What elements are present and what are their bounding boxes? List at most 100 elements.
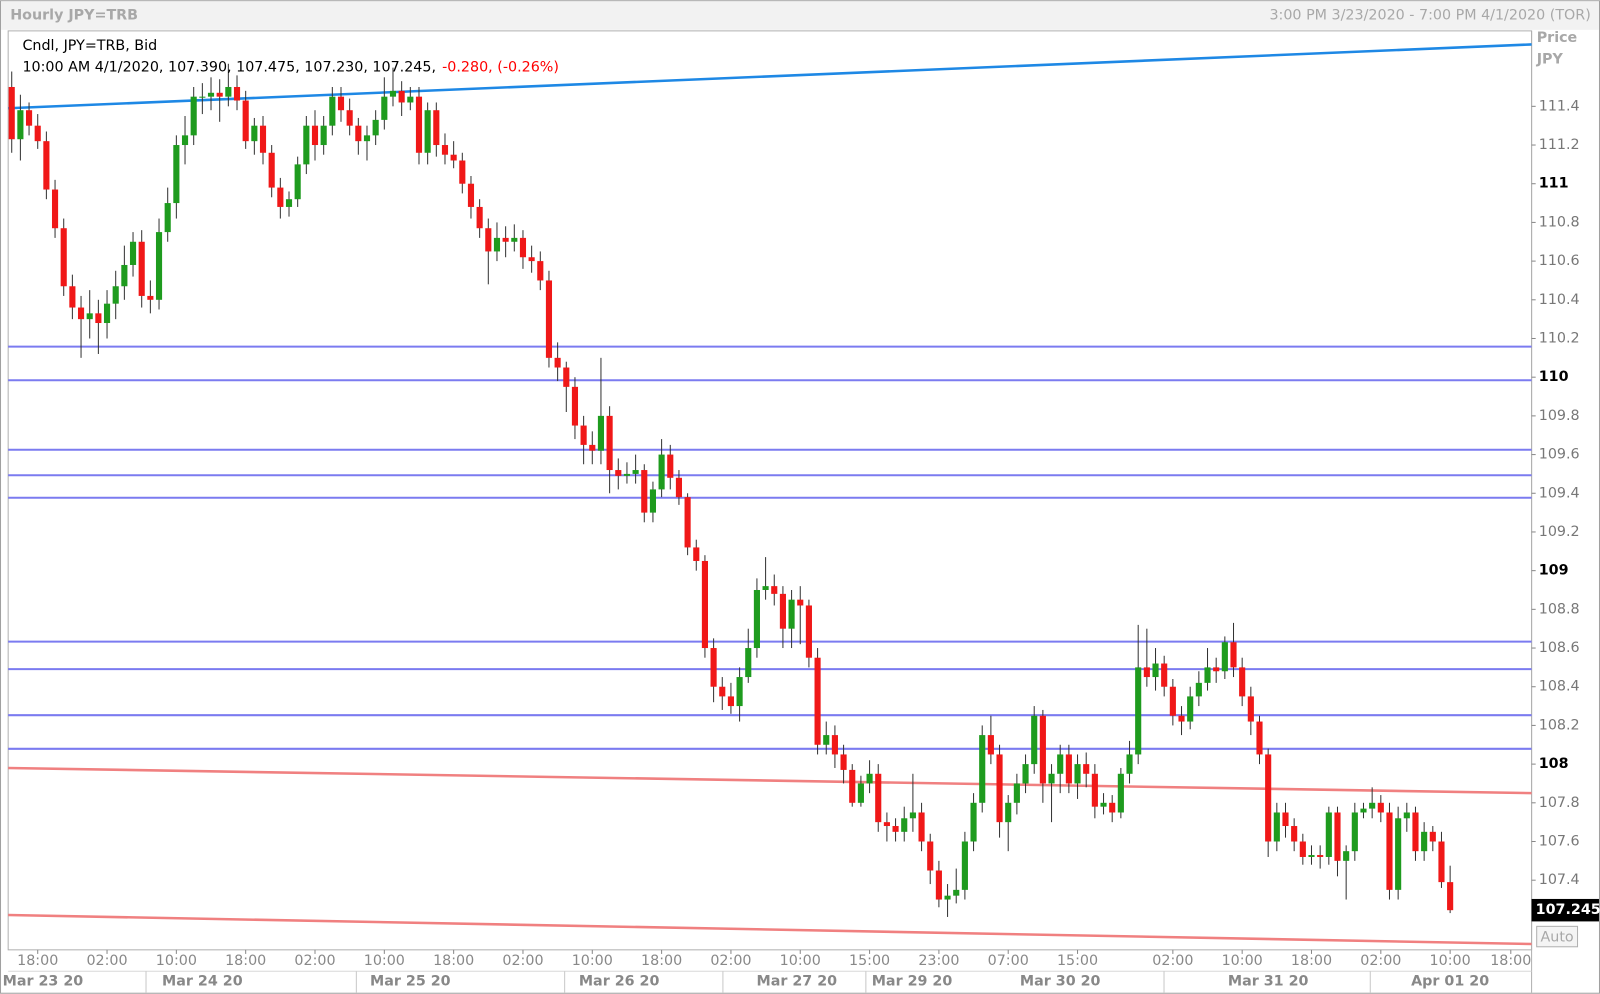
x-tick-label: 23:00 (918, 953, 959, 969)
y-tick-label: 107.4 (1539, 872, 1580, 888)
date-label: Mar 26 20 (579, 973, 660, 989)
candle-body (1161, 663, 1168, 687)
x-tick-label: 10:00 (1222, 953, 1263, 969)
candle-body (745, 648, 752, 678)
date-label: Mar 31 20 (1228, 973, 1309, 989)
candle-body (667, 454, 674, 478)
candle-body (892, 826, 899, 832)
y-tick-label: 109.6 (1539, 447, 1580, 463)
candle-body (753, 589, 760, 649)
candle-body (1403, 812, 1410, 819)
x-tick-label: 10:00 (156, 953, 197, 969)
x-tick-label: 07:00 (988, 953, 1029, 969)
candle-body (207, 92, 215, 97)
candle-body (554, 357, 561, 368)
auto-button-label[interactable]: Auto (1541, 930, 1574, 946)
candle-body (1351, 812, 1358, 852)
candle-body (415, 96, 423, 153)
candle-body (225, 86, 232, 97)
chart-title: Hourly JPY=TRB (10, 8, 138, 24)
candle-body (528, 257, 535, 262)
candle-body (606, 415, 613, 471)
candle-body (303, 125, 310, 165)
x-tick-label: 10:00 (572, 953, 613, 969)
candle-body (1178, 715, 1185, 722)
candle-body (1412, 812, 1419, 852)
candle-body (996, 754, 1003, 823)
candle-body (485, 228, 492, 252)
x-tick-label: 10:00 (1430, 953, 1471, 969)
candle-body (25, 110, 33, 126)
candle-body (43, 141, 50, 190)
candle-body (727, 696, 734, 707)
candle-body (935, 870, 942, 900)
candle-body (814, 657, 821, 745)
candle-body (537, 261, 544, 281)
candle-body (901, 818, 908, 832)
x-tick-label: 18:00 (641, 953, 682, 969)
candle-body (1247, 696, 1254, 722)
legend-line2: 10:00 AM 4/1/2020, 107.390, 107.475, 107… (22, 60, 558, 76)
candle-body (1195, 682, 1202, 697)
y-tick-label: 110.4 (1539, 292, 1580, 308)
candle-body (909, 812, 916, 819)
candle-body (1239, 667, 1246, 697)
candle-body (589, 444, 596, 451)
candle-body (459, 160, 466, 184)
candle-body (147, 295, 154, 300)
candle-body (69, 286, 76, 308)
axis-title: Price (1537, 30, 1578, 46)
candle-body (797, 599, 804, 606)
candle-body (1109, 802, 1116, 813)
y-tick-label: 111.4 (1539, 98, 1580, 114)
candle-body (1091, 773, 1098, 807)
x-tick-label: 10:00 (780, 953, 821, 969)
candle-body (1334, 812, 1341, 861)
candle-body (597, 415, 605, 451)
candle-body (355, 125, 362, 142)
y-tick-label: 107.6 (1539, 834, 1580, 850)
candle-body (1386, 812, 1393, 890)
candle-body (407, 96, 414, 103)
candle-body (1282, 812, 1289, 827)
candle-body (1317, 855, 1324, 857)
candle-body (883, 822, 890, 827)
candle-body (329, 96, 336, 126)
candle-body (545, 280, 553, 358)
candle-body (1273, 812, 1280, 842)
y-tick-label: 110.2 (1539, 330, 1580, 346)
candle-body (961, 841, 968, 890)
y-tick-label: 111.2 (1539, 137, 1580, 153)
candle-body (346, 110, 353, 126)
candle-body (1048, 773, 1055, 784)
auto-button[interactable] (1536, 925, 1579, 948)
candle-body (1057, 754, 1064, 774)
candle-body (693, 547, 700, 561)
candle-body (615, 470, 622, 476)
x-tick-label: 18:00 (433, 953, 474, 969)
candle-body (1369, 802, 1376, 809)
y-tick-label: 108 (1539, 756, 1569, 772)
candle-body (320, 125, 327, 146)
candle-body (173, 145, 180, 204)
candle-body (34, 125, 41, 142)
candle-body (450, 154, 457, 161)
candle-body (1126, 754, 1133, 774)
candle-body (8, 86, 15, 140)
candle-body (979, 735, 986, 803)
candle-body (701, 560, 708, 649)
candle-body (1083, 764, 1090, 774)
candle-body (467, 183, 475, 207)
candle-body (268, 152, 275, 188)
candle-body (363, 135, 371, 142)
candle-body (918, 812, 925, 842)
trend-line (8, 43, 1532, 110)
candle-body (1031, 715, 1038, 765)
date-label: Mar 29 20 (872, 973, 953, 989)
date-label: Mar 27 20 (756, 973, 837, 989)
candle-body (121, 264, 128, 287)
candle-body (1308, 855, 1315, 857)
candle-body (736, 677, 743, 707)
candle-body (823, 735, 830, 745)
candle-body (1100, 802, 1107, 807)
